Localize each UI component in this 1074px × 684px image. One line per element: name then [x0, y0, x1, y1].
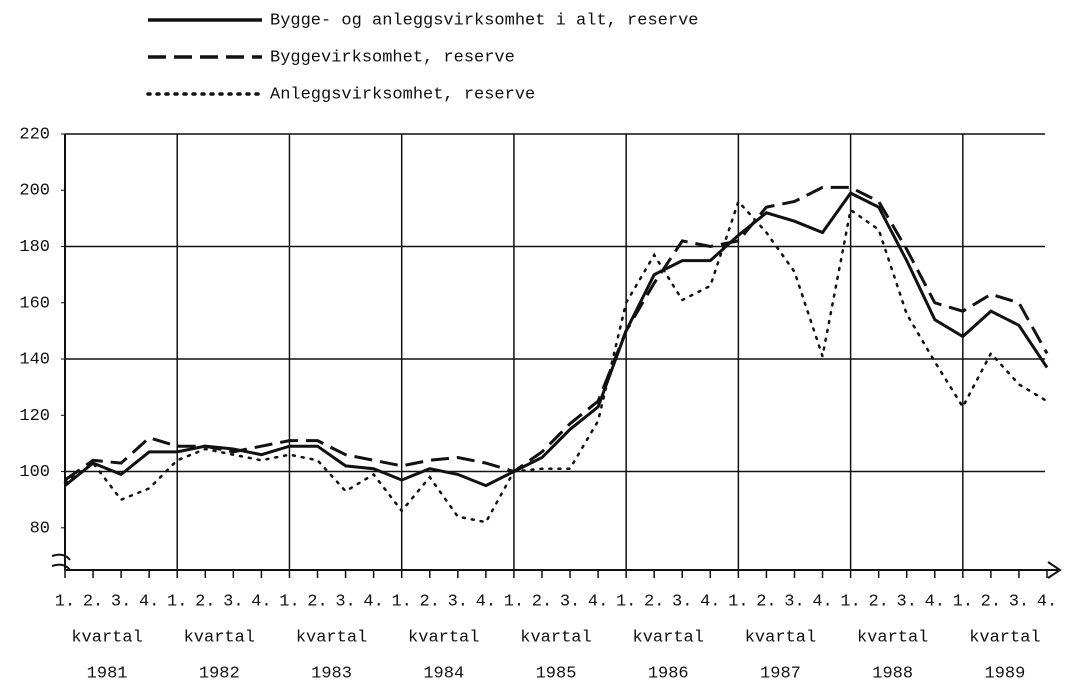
x-tick-label: 4.	[588, 592, 608, 611]
kvartal-label: kvartal	[745, 628, 816, 647]
y-tick-label: 180	[19, 238, 50, 257]
kvartal-label: kvartal	[184, 628, 255, 647]
x-tick-label: 3.	[448, 592, 468, 611]
legend-label: Anleggsvirksomhet, reserve	[270, 85, 535, 104]
legend-label: Bygge- og anleggsvirksomhet i alt, reser…	[270, 11, 698, 30]
x-tick-label: 2.	[307, 592, 327, 611]
year-label: 1989	[985, 664, 1026, 683]
x-tick-label: 2.	[195, 592, 215, 611]
axis-break	[51, 553, 71, 571]
x-tick-label: 3.	[335, 592, 355, 611]
x-tick-label: 1.	[616, 592, 636, 611]
x-tick-label: 1.	[167, 592, 187, 611]
y-tick-label: 100	[19, 463, 50, 482]
kvartal-label: kvartal	[408, 628, 479, 647]
series-line	[64, 185, 1049, 482]
x-tick-label: 3.	[897, 592, 917, 611]
year-label: 1984	[423, 664, 464, 683]
year-label: 1988	[872, 664, 913, 683]
x-tick-label: 4.	[925, 592, 945, 611]
x-tick-label: 4.	[139, 592, 159, 611]
x-tick-label: 2.	[420, 592, 440, 611]
year-label: 1986	[648, 664, 689, 683]
y-tick-label: 80	[30, 519, 50, 538]
x-tick-label: 1.	[840, 592, 860, 611]
x-tick-label: 2.	[644, 592, 664, 611]
x-tick-label: 3.	[560, 592, 580, 611]
kvartal-label: kvartal	[969, 628, 1040, 647]
kvartal-label: kvartal	[296, 628, 367, 647]
x-tick-label: 2.	[532, 592, 552, 611]
x-tick-label: 2.	[83, 592, 103, 611]
legend-label: Byggevirksomhet, reserve	[270, 48, 515, 67]
year-label: 1981	[87, 664, 128, 683]
x-tick-label: 4.	[476, 592, 496, 611]
x-tick-label: 1.	[55, 592, 75, 611]
x-tick-label: 3.	[1009, 592, 1029, 611]
y-tick-label: 140	[19, 351, 50, 370]
x-tick-label: 1.	[728, 592, 748, 611]
year-label: 1985	[536, 664, 577, 683]
x-tick-label: 1.	[279, 592, 299, 611]
x-tick-label: 4.	[363, 592, 383, 611]
series-line	[64, 191, 1049, 488]
kvartal-label: kvartal	[520, 628, 591, 647]
year-label: 1983	[311, 664, 352, 683]
kvartal-label: kvartal	[857, 628, 928, 647]
year-label: 1987	[760, 664, 801, 683]
y-tick-label: 120	[19, 407, 50, 426]
x-tick-label: 4.	[1037, 592, 1057, 611]
kvartal-label: kvartal	[71, 628, 142, 647]
x-tick-label: 3.	[672, 592, 692, 611]
x-tick-label: 3.	[111, 592, 131, 611]
x-tick-label: 4.	[700, 592, 720, 611]
x-tick-label: 1.	[953, 592, 973, 611]
axis-arrow	[1047, 561, 1062, 579]
x-tick-label: 2.	[756, 592, 776, 611]
x-tick-label: 1.	[391, 592, 411, 611]
y-tick-label: 200	[19, 182, 50, 201]
series-line	[63, 199, 1049, 524]
y-tick-label: 220	[19, 125, 50, 144]
kvartal-label: kvartal	[633, 628, 704, 647]
year-label: 1982	[199, 664, 240, 683]
x-tick-label: 1.	[504, 592, 524, 611]
x-tick-label: 2.	[981, 592, 1001, 611]
x-tick-label: 2.	[868, 592, 888, 611]
y-tick-label: 160	[19, 294, 50, 313]
x-tick-label: 4.	[812, 592, 832, 611]
x-tick-label: 3.	[223, 592, 243, 611]
x-tick-label: 4.	[251, 592, 271, 611]
x-tick-label: 3.	[784, 592, 804, 611]
